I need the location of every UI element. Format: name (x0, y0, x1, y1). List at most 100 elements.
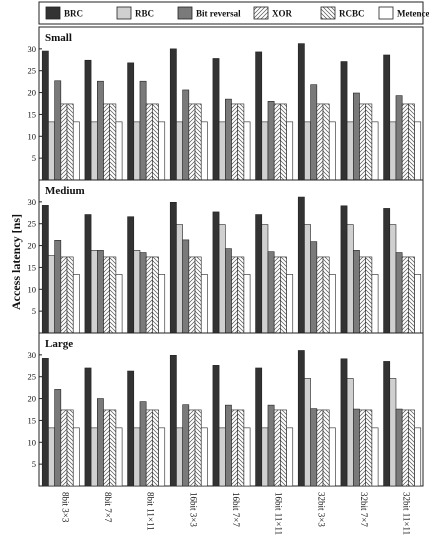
bar-rcbc (237, 409, 245, 487)
bar-metencephalon (414, 427, 422, 487)
bar-xor (103, 256, 110, 334)
y-tick-label: 30 (28, 350, 37, 360)
panel-medium: 5 10 15 20 25 30 Medium (28, 179, 424, 334)
bar-metencephalon (243, 274, 251, 334)
bar-metencephalon (243, 121, 251, 181)
bar-rbc (346, 121, 354, 181)
bar-rbc (261, 427, 269, 487)
x-category-label: 8bit 7×7 (103, 492, 113, 523)
bar-brc (255, 367, 263, 487)
bar-brc (41, 358, 49, 487)
bar-brc (340, 61, 348, 181)
bar-xor (273, 256, 281, 334)
y-tick-label: 25 (28, 372, 37, 382)
bar-rbc (176, 427, 183, 487)
bar-rbc (304, 378, 311, 487)
bar-rcbc (66, 256, 74, 334)
bar-rbc (346, 224, 354, 334)
bar-metencephalon (286, 427, 294, 487)
bar-xor (273, 103, 281, 181)
x-category-label: 8bit 3×3 (60, 492, 70, 523)
bar-metencephalon (371, 121, 379, 181)
bar-bit-reversal (267, 251, 275, 334)
bar-bit-reversal (97, 250, 104, 334)
bar-xor (359, 256, 366, 334)
panel-title: Large (45, 338, 73, 350)
bar-rcbc (109, 103, 117, 181)
bar-bit-reversal (395, 95, 403, 181)
bar-rbc (261, 121, 269, 181)
bar-brc (169, 354, 177, 487)
bar-rbc (389, 121, 397, 181)
bar-bit-reversal (267, 101, 275, 181)
bar-brc (127, 62, 135, 181)
bar-rbc (389, 378, 397, 487)
bar-rbc (176, 121, 183, 181)
y-tick-label: 5 (32, 306, 36, 316)
bar-rcbc (280, 256, 287, 334)
bar-brc (340, 358, 348, 487)
bar-bit-reversal (182, 239, 190, 334)
bar-rbc (90, 121, 98, 181)
panel-small: 5 10 15 20 25 30 Small (28, 26, 424, 181)
bar-xor (60, 256, 68, 334)
bar-rcbc (365, 256, 373, 334)
bar-rcbc (365, 409, 373, 487)
bar-bit-reversal (395, 252, 403, 334)
x-axis-categories: 8bit 3×3 8bit 7×7 8bit 11×11 16bit 3×3 16bit… (60, 492, 411, 535)
bar-bit-reversal (225, 248, 232, 334)
bar-metencephalon (371, 274, 379, 334)
bar-metencephalon (115, 274, 123, 334)
bar-bit-reversal (97, 398, 104, 487)
bar-rcbc (152, 409, 159, 487)
bar-metencephalon (243, 427, 251, 487)
bar-metencephalon (158, 274, 166, 334)
bar-brc (84, 59, 92, 181)
y-tick-label: 15 (28, 415, 37, 425)
bar-metencephalon (328, 121, 336, 181)
y-tick-label: 25 (28, 219, 37, 229)
bar-rbc (218, 427, 226, 487)
y-tick-label: 20 (28, 394, 37, 404)
bar-xor (103, 103, 110, 181)
bar-rbc (48, 121, 55, 181)
bar-bit-reversal (54, 240, 62, 334)
bar-bit-reversal (352, 408, 360, 487)
legend-label-rcbc: RCBC (339, 9, 365, 19)
legend-label-metencephalon: Metencephalon (397, 9, 429, 19)
y-axis-label: Access latency [ns] (9, 214, 23, 310)
bar-rcbc (408, 256, 415, 334)
bar-brc (212, 211, 220, 334)
x-category-label: 32bit 7×7 (359, 492, 369, 527)
bar-rcbc (152, 103, 159, 181)
bar-brc (84, 214, 92, 334)
bar-brc (169, 48, 177, 181)
x-category-label: 16bit 7×7 (231, 492, 241, 527)
bar-rcbc (408, 103, 415, 181)
bar-rcbc (194, 256, 202, 334)
bar-brc (169, 201, 177, 334)
bar-bit-reversal (267, 404, 275, 487)
y-tick-label: 5 (32, 153, 36, 163)
bar-metencephalon (72, 427, 80, 487)
bar-bit-reversal (352, 250, 360, 334)
bar-brc (297, 196, 305, 334)
legend-swatch-brc (45, 6, 61, 20)
bar-metencephalon (286, 274, 294, 334)
bar-xor (401, 409, 409, 487)
legend-swatch-metencephalon (378, 6, 394, 20)
y-tick-label: 30 (28, 44, 37, 54)
bar-rcbc (152, 256, 159, 334)
panel-title: Small (45, 32, 72, 44)
bar-bit-reversal (182, 404, 190, 487)
bar-brc (383, 54, 391, 181)
y-tick-label: 10 (28, 284, 37, 294)
bar-bit-reversal (54, 389, 62, 487)
bar-xor (273, 409, 281, 487)
bar-rcbc (322, 409, 330, 487)
bar-bit-reversal (139, 80, 147, 181)
bar-rbc (304, 224, 311, 334)
y-tick-label: 10 (28, 437, 37, 447)
